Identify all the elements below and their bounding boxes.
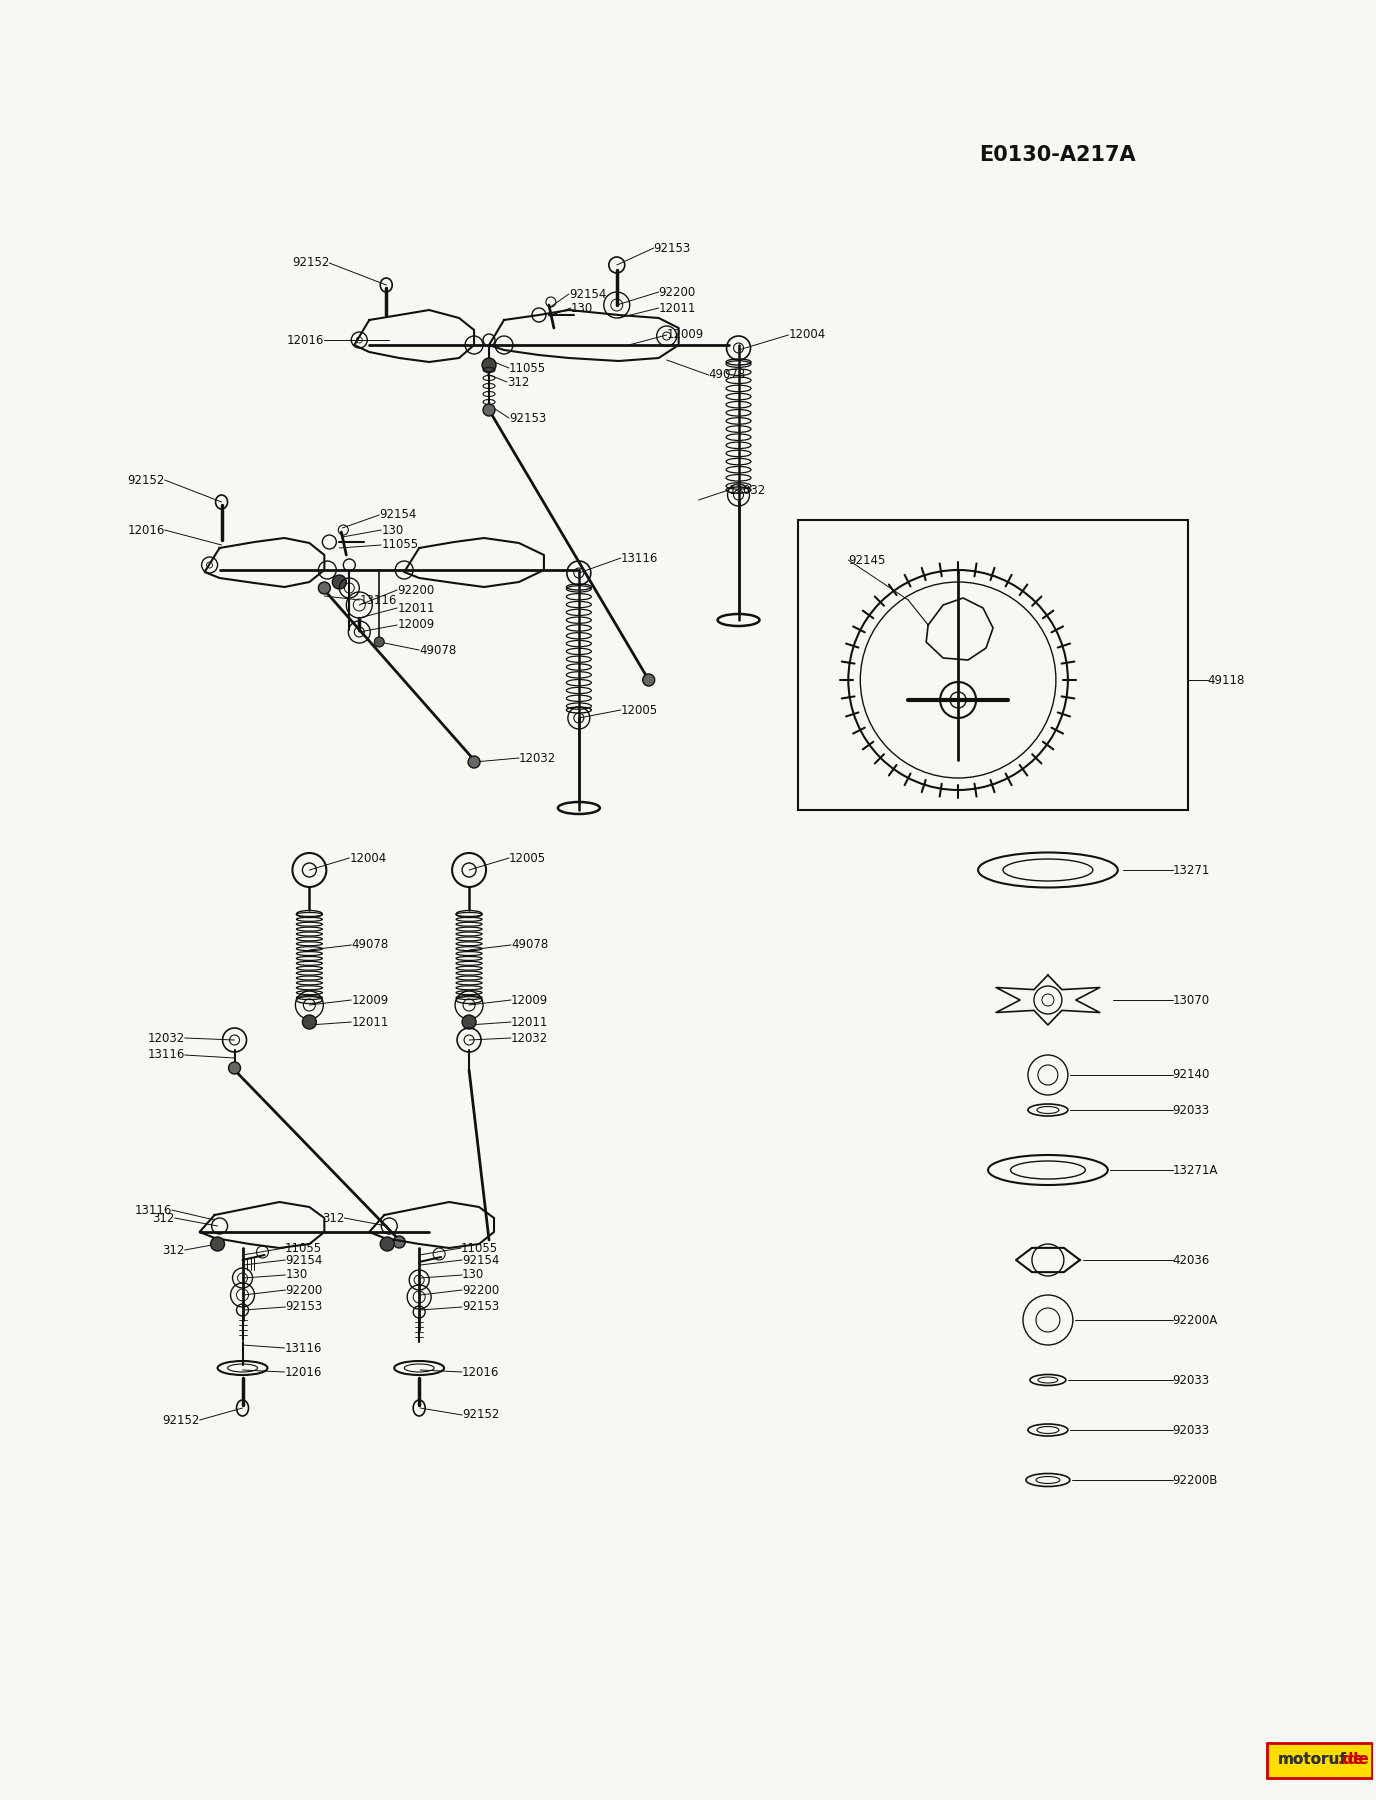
Text: 11055: 11055 (285, 1242, 322, 1255)
Text: 11055: 11055 (381, 538, 418, 551)
Text: 92033: 92033 (1172, 1373, 1210, 1386)
Text: 12011: 12011 (659, 301, 696, 315)
Text: 12016: 12016 (128, 524, 165, 536)
Text: 92200: 92200 (659, 286, 696, 299)
Circle shape (333, 574, 347, 589)
Text: 92200: 92200 (462, 1283, 499, 1296)
Circle shape (462, 1015, 476, 1030)
Circle shape (303, 1015, 316, 1030)
Text: 12009: 12009 (351, 994, 388, 1006)
Text: 12004: 12004 (788, 328, 826, 342)
Text: 92152: 92152 (128, 473, 165, 486)
Text: 92033: 92033 (1172, 1424, 1210, 1436)
Circle shape (394, 1237, 405, 1247)
Text: 12016: 12016 (288, 333, 325, 346)
Circle shape (374, 637, 384, 646)
Text: 92152: 92152 (162, 1413, 200, 1426)
Text: 312: 312 (322, 1211, 344, 1224)
Text: 13116: 13116 (135, 1204, 172, 1217)
Text: motoruf: motoruf (1277, 1753, 1347, 1768)
Text: 49078: 49078 (709, 369, 746, 382)
Text: 92033: 92033 (1172, 1103, 1210, 1116)
Text: 92152: 92152 (462, 1408, 499, 1422)
Text: 11055: 11055 (461, 1242, 498, 1255)
Text: 312: 312 (506, 376, 530, 389)
Text: 12016: 12016 (462, 1366, 499, 1379)
Text: 13116: 13116 (147, 1048, 184, 1062)
Text: 13116: 13116 (285, 1341, 322, 1354)
Text: motoruf: motoruf (1277, 1753, 1347, 1768)
Text: 12016: 12016 (285, 1366, 322, 1379)
Text: 12032: 12032 (728, 484, 766, 497)
Text: .de: .de (1337, 1753, 1364, 1768)
Text: 12011: 12011 (398, 601, 435, 614)
Text: 92200: 92200 (398, 583, 435, 596)
Text: 312: 312 (162, 1244, 184, 1256)
Circle shape (483, 403, 495, 416)
Text: 92153: 92153 (285, 1300, 323, 1314)
Text: 130: 130 (285, 1269, 308, 1282)
Text: 13271: 13271 (1172, 864, 1210, 877)
Text: 12032: 12032 (147, 1031, 184, 1044)
Text: 12004: 12004 (350, 851, 387, 864)
Text: 92140: 92140 (1172, 1069, 1210, 1082)
Text: 92153: 92153 (509, 412, 546, 425)
Circle shape (380, 1237, 394, 1251)
Text: 92145: 92145 (849, 554, 886, 567)
Text: 12009: 12009 (667, 328, 705, 342)
Text: 12032: 12032 (519, 752, 556, 765)
Text: 12009: 12009 (398, 619, 435, 632)
Text: 130: 130 (571, 301, 593, 315)
Text: 12005: 12005 (509, 851, 546, 864)
Text: 49078: 49078 (351, 938, 388, 952)
Text: 92153: 92153 (462, 1300, 499, 1314)
Text: 12011: 12011 (351, 1015, 388, 1028)
Circle shape (468, 756, 480, 769)
Text: 13116: 13116 (621, 551, 658, 565)
Text: .de: .de (1343, 1753, 1369, 1768)
Text: 13070: 13070 (1172, 994, 1210, 1006)
Text: 92154: 92154 (285, 1253, 323, 1267)
Bar (798, 520, 1187, 810)
Bar (1267, 1742, 1372, 1778)
Circle shape (228, 1062, 241, 1075)
Text: 312: 312 (153, 1211, 175, 1224)
Text: 13271A: 13271A (1172, 1163, 1218, 1177)
Text: 49078: 49078 (420, 644, 457, 657)
Text: 12005: 12005 (621, 704, 658, 716)
Text: 49078: 49078 (510, 938, 548, 952)
Text: 92153: 92153 (654, 241, 691, 254)
Text: 92200B: 92200B (1172, 1474, 1218, 1487)
Text: 92154: 92154 (462, 1253, 499, 1267)
Text: 49118: 49118 (1208, 673, 1245, 686)
Text: 92200: 92200 (285, 1283, 323, 1296)
Circle shape (643, 673, 655, 686)
Text: 92200A: 92200A (1172, 1314, 1218, 1327)
Text: 12032: 12032 (510, 1031, 548, 1044)
Text: 130: 130 (381, 524, 403, 536)
Text: 12011: 12011 (510, 1015, 549, 1028)
Text: 92152: 92152 (292, 256, 329, 270)
Text: E0130-A217A: E0130-A217A (980, 146, 1137, 166)
Text: 92154: 92154 (380, 508, 417, 522)
Circle shape (482, 358, 495, 373)
Text: 12009: 12009 (510, 994, 548, 1006)
Text: 130: 130 (462, 1269, 484, 1282)
Circle shape (211, 1237, 224, 1251)
Text: 92154: 92154 (568, 288, 607, 301)
Text: 11055: 11055 (509, 362, 546, 374)
Text: 42036: 42036 (1172, 1253, 1210, 1267)
Text: 13116: 13116 (359, 594, 396, 607)
Circle shape (318, 581, 330, 594)
